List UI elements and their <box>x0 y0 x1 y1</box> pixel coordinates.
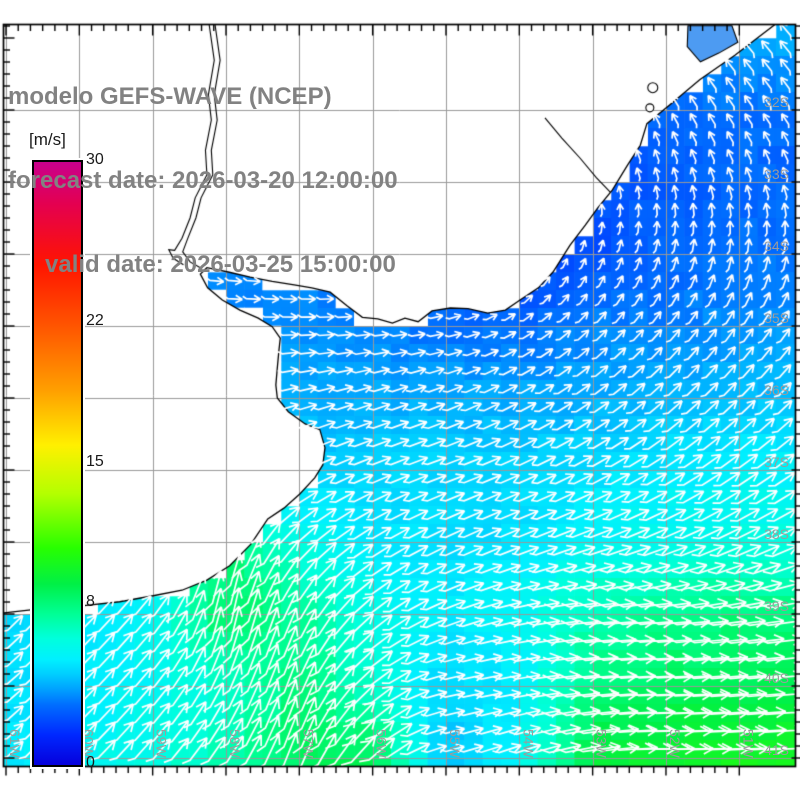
lon-label: 60W <box>80 729 97 758</box>
colorbar-tick-label: 0 <box>86 754 95 771</box>
lon-label: 59W <box>153 729 170 758</box>
lat-label: 38S <box>764 526 789 542</box>
colorbar-unit-label: [m/s] <box>29 130 66 149</box>
lon-label: 58W <box>226 729 243 758</box>
lat-label: 34S <box>764 238 789 254</box>
title-forecast-date: forecast date: 2026-03-20 12:00:00 <box>8 167 398 194</box>
lon-label: 61W <box>7 729 23 758</box>
lat-label: 37S <box>764 454 789 470</box>
lon-label: 55W <box>446 729 463 758</box>
lon-label: 52W <box>666 729 683 758</box>
title-valid-date: valid date: 2026-03-25 15:00:00 <box>45 251 396 278</box>
lat-label: 33S <box>764 166 789 182</box>
lat-label: 39S <box>764 598 789 614</box>
colorbar-tick-label: 8 <box>86 593 95 611</box>
colorbar-tick-label: 15 <box>86 452 104 470</box>
lat-label: 35S <box>764 310 789 326</box>
lon-label: 54W <box>520 729 537 758</box>
colorbar-tick-label: 30 <box>86 151 104 168</box>
title-block: modelo GEFS-WAVE (NCEP) forecast date: 2… <box>8 27 398 335</box>
lon-label: 53W <box>593 729 610 758</box>
lat-label: 41S <box>764 742 789 758</box>
title-model: modelo GEFS-WAVE (NCEP) <box>8 83 332 110</box>
colorbar-gradient <box>32 160 83 767</box>
lon-label: 51W <box>740 729 757 758</box>
lat-label: 36S <box>764 382 789 398</box>
lat-label: 40S <box>764 670 789 686</box>
lat-label: 32S <box>764 94 789 110</box>
lon-label: 56W <box>373 729 390 758</box>
colorbar-tick-label: 22 <box>86 311 104 329</box>
lon-label: 57W <box>300 729 317 758</box>
